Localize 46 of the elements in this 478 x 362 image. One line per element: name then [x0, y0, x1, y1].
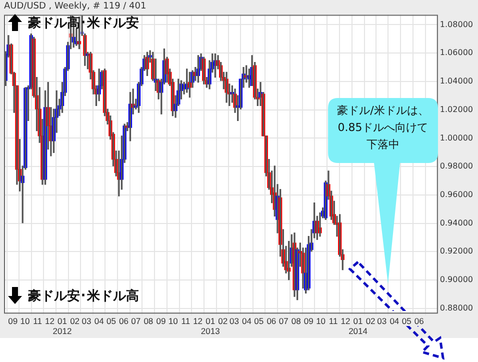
y-tick-label: 1.06000: [440, 48, 474, 58]
y-tick-label: 0.92000: [440, 246, 474, 256]
x-tick-label: 05: [106, 316, 116, 326]
x-tick-label: 04: [390, 316, 400, 326]
y-tick-label: 0.90000: [440, 275, 474, 284]
x-tick-label: 11: [181, 316, 190, 326]
x-tick-label: 04: [242, 316, 252, 326]
x-tick-label: 06: [414, 316, 424, 326]
x-tick-label: 02: [218, 316, 228, 326]
y-tick-label: 0.96000: [440, 190, 474, 199]
x-tick-label: 11: [328, 316, 338, 326]
x-tick-label: 09: [8, 316, 18, 326]
x-tick-label: 07: [278, 316, 289, 326]
x-tick-label: 02: [70, 316, 80, 326]
annotation: 豪ドル/米ドルは、0.85ドルへ向けて下落中: [336, 103, 430, 153]
y-tick-label: 1.04000: [440, 76, 474, 86]
x-tick-label: 08: [144, 316, 154, 326]
x-tick-label: 05: [254, 316, 264, 326]
x-tick-label: 09: [156, 316, 166, 326]
x-tick-label: 03: [377, 316, 387, 326]
x-tick-label: 03: [229, 316, 240, 326]
x-tick-label: 05: [402, 316, 412, 326]
x-tick-label: 03: [82, 316, 92, 326]
x-tick-label: 04: [94, 316, 104, 326]
chart-title: AUD/USD , Weekly, # 119 / 401: [4, 2, 146, 12]
x-tick-label: 12: [193, 316, 203, 326]
x-tick-label: 12: [340, 316, 350, 326]
x-tick-label: 06: [266, 316, 276, 326]
x-tick-label: 02: [366, 316, 376, 326]
x-tick-label: 06: [119, 316, 129, 326]
x-tick-label: 12: [44, 316, 55, 326]
x-tick-label: 07: [131, 316, 141, 326]
y-tick-label: 0.98000: [440, 162, 474, 171]
x-tick-label: 10: [20, 316, 30, 326]
y-tick-label: 1.00000: [440, 133, 474, 142]
x-tick-label: 01 2012: [52, 316, 72, 336]
annotation: 豪ドル安･米ドル高: [28, 288, 139, 305]
x-tick-label: 11: [33, 316, 42, 326]
y-tick-label: 0.94000: [440, 218, 474, 228]
x-tick-label: 10: [316, 316, 326, 326]
x-tick-label: 10: [168, 316, 178, 326]
y-tick-label: 1.08000: [440, 20, 474, 29]
x-tick-label: 08: [291, 316, 302, 326]
x-tick-label: 09: [304, 316, 314, 326]
y-tick-label: 1.02000: [440, 104, 474, 114]
y-tick-label: 0.88000: [440, 303, 474, 312]
